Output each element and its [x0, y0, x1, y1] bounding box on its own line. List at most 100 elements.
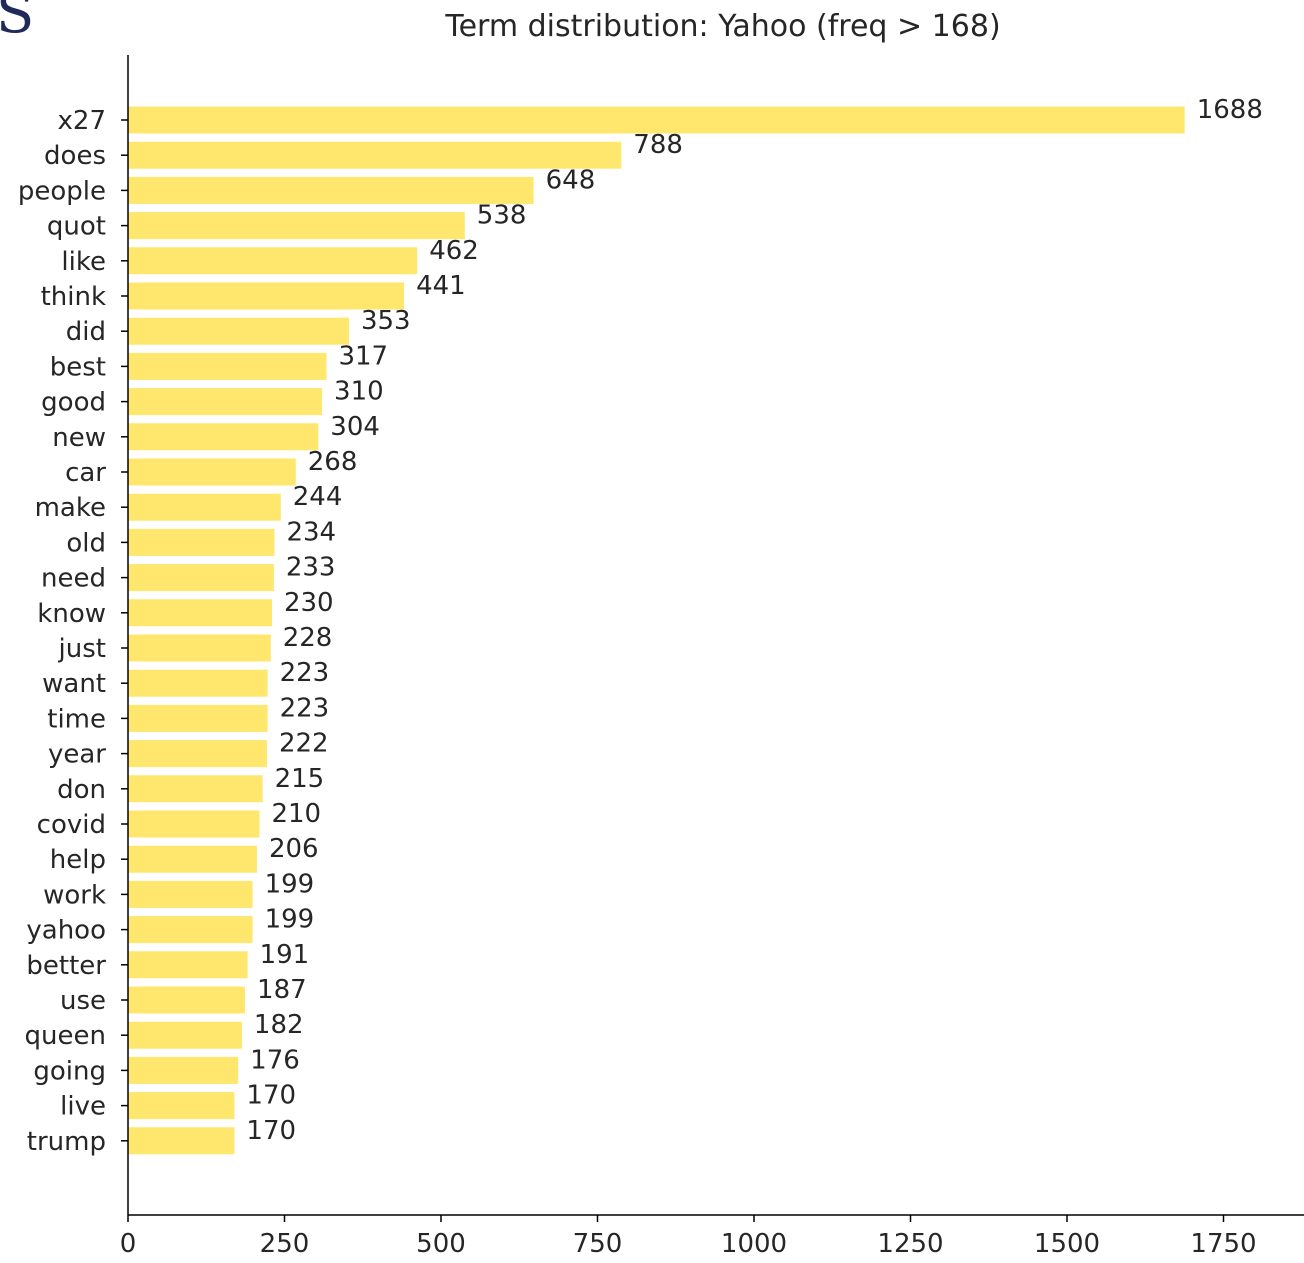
x-axis: 0 250 500 750 1000 1250 1500 1750	[120, 1214, 1304, 1259]
y-tick-label-know: know	[37, 599, 106, 629]
y-tick-label-did: did	[66, 317, 106, 347]
value-label-know: 230	[284, 588, 334, 618]
bar-need	[128, 564, 274, 592]
y-tick-label-like: like	[61, 247, 106, 277]
bar-people	[128, 176, 534, 204]
y-tick-label-does: does	[44, 141, 106, 171]
y-tick-label-quot: quot	[47, 212, 106, 242]
bar-does	[128, 141, 622, 169]
value-label-want: 223	[280, 658, 330, 688]
y-tick-label-help: help	[50, 845, 106, 875]
bar-going	[128, 1056, 239, 1084]
y-tick-label-time: time	[47, 704, 106, 734]
bar-yahoo	[128, 916, 253, 944]
value-label-use: 187	[257, 975, 307, 1005]
bar-think	[128, 282, 405, 310]
value-label-old: 234	[286, 517, 336, 547]
value-label-don: 215	[275, 764, 325, 794]
value-label-people: 648	[546, 165, 596, 195]
bar-year	[128, 740, 267, 768]
y-tick-label-covid: covid	[37, 810, 106, 840]
bar-like	[128, 247, 418, 275]
value-label-does: 788	[633, 130, 683, 160]
value-label-just: 228	[283, 623, 333, 653]
bar-best	[128, 352, 327, 380]
y-tick-label-live: live	[60, 1092, 106, 1122]
value-label-going: 176	[250, 1045, 300, 1075]
x-tick-label-1500: 1500	[1034, 1229, 1100, 1258]
value-label-like: 462	[429, 236, 479, 266]
y-tick-label-car: car	[65, 458, 106, 488]
value-label-make: 244	[293, 482, 343, 512]
bar-don	[128, 775, 263, 803]
y-tick-label-use: use	[60, 986, 106, 1016]
x-tick-label-750: 750	[573, 1229, 623, 1258]
value-label-live: 170	[246, 1081, 296, 1111]
y-tick-label-good: good	[41, 388, 106, 418]
value-label-trump: 170	[246, 1116, 296, 1146]
y-tick-label-going: going	[33, 1056, 106, 1086]
value-label-time: 223	[280, 693, 330, 723]
y-tick-label-old: old	[66, 528, 106, 558]
bar-live	[128, 1092, 235, 1120]
value-label-covid: 210	[271, 799, 321, 829]
value-label-new: 304	[330, 412, 380, 442]
bar-use	[128, 986, 246, 1014]
x-tick-label-1750: 1750	[1190, 1229, 1256, 1258]
bars-layer	[128, 106, 1185, 1155]
bar-want	[128, 669, 268, 697]
y-tick-label-yahoo: yahoo	[26, 916, 106, 946]
value-label-car: 268	[308, 447, 358, 477]
value-label-x27: 1688	[1197, 95, 1263, 125]
y-tick-label-need: need	[41, 564, 106, 594]
bar-new	[128, 423, 319, 451]
bar-good	[128, 388, 323, 416]
value-label-good: 310	[334, 377, 384, 407]
y-tick-label-best: best	[50, 352, 106, 382]
x-tick-label-1000: 1000	[721, 1229, 787, 1258]
bar-covid	[128, 810, 260, 838]
y-tick-label-queen: queen	[25, 1021, 106, 1051]
x-tick-label-0: 0	[120, 1229, 137, 1258]
bar-just	[128, 634, 271, 662]
value-label-help: 206	[269, 834, 319, 864]
y-tick-label-trump: trump	[27, 1127, 106, 1157]
bar-trump	[128, 1127, 235, 1155]
bar-x27	[128, 106, 1185, 134]
value-label-year: 222	[279, 729, 329, 759]
bar-did	[128, 317, 349, 345]
bar-queen	[128, 1021, 242, 1049]
value-label-yahoo: 199	[265, 905, 315, 935]
chart-title: Term distribution: Yahoo (freq > 168)	[444, 9, 1000, 44]
bar-time	[128, 704, 268, 732]
y-tick-label-don: don	[57, 775, 106, 805]
value-label-best: 317	[338, 341, 388, 371]
page-fragment-text: S	[0, 0, 34, 46]
value-label-need: 233	[286, 553, 336, 583]
y-tick-label-just: just	[58, 634, 106, 664]
bar-help	[128, 845, 257, 873]
y-axis: x27 does people quot like think did best good new…	[18, 55, 129, 1215]
x-tick-label-250: 250	[260, 1229, 310, 1258]
x-tick-label-1250: 1250	[877, 1229, 943, 1258]
y-tick-label-make: make	[35, 493, 106, 523]
bar-car	[128, 458, 296, 486]
y-tick-label-better: better	[26, 951, 106, 981]
y-tick-label-think: think	[41, 282, 106, 312]
y-tick-label-new: new	[52, 423, 106, 453]
value-label-quot: 538	[477, 201, 527, 231]
bar-know	[128, 599, 272, 627]
value-label-did: 353	[361, 306, 411, 336]
y-tick-label-x27: x27	[58, 106, 106, 136]
bar-quot	[128, 212, 465, 240]
value-label-work: 199	[265, 869, 315, 899]
y-tick-label-want: want	[42, 669, 106, 699]
value-label-think: 441	[416, 271, 466, 301]
value-label-better: 191	[260, 940, 310, 970]
value-label-queen: 182	[254, 1010, 304, 1040]
y-tick-label-work: work	[43, 880, 106, 910]
x-tick-label-500: 500	[416, 1229, 466, 1258]
